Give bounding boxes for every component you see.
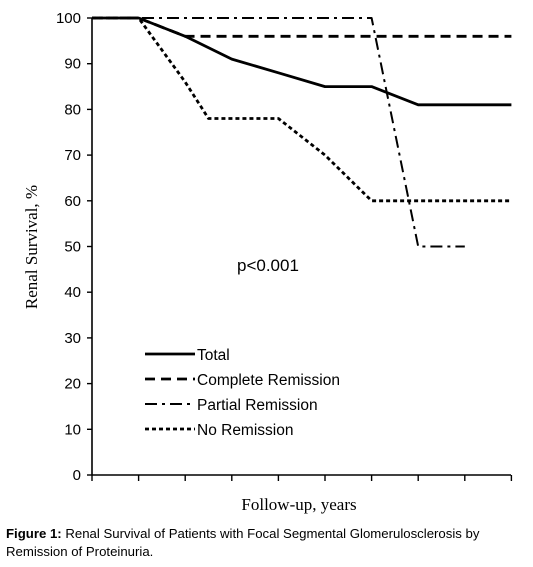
y-tick-label: 80 xyxy=(64,101,81,118)
y-tick-label: 50 xyxy=(64,239,81,256)
renal-survival-chart: 0 10 20 30 40 50 60 70 80 90 100 Renal Survival, %… xyxy=(22,10,513,514)
p-value-annotation: p<0.001 xyxy=(237,256,299,275)
caption-text: Renal Survival of Patients with Focal Se… xyxy=(6,526,480,559)
y-ticks: 0 10 20 30 40 50 60 70 80 90 100 xyxy=(56,10,92,484)
y-axis-label: Renal Survival, % xyxy=(22,185,41,309)
x-ticks xyxy=(91,475,513,481)
y-tick-label: 60 xyxy=(64,193,81,210)
series-line-no-remission xyxy=(92,16,512,203)
legend-label-complete-remission: Complete Remission xyxy=(197,372,340,389)
series-line-total xyxy=(92,16,512,107)
y-tick-label: 40 xyxy=(64,284,81,301)
y-tick-label: 0 xyxy=(73,467,81,484)
series-line-partial-remission xyxy=(92,17,465,248)
figure-caption: Figure 1: Renal Survival of Patients wit… xyxy=(6,525,528,561)
legend: Total Complete Remission Partial Remission… xyxy=(145,347,340,439)
caption-label: Figure 1: xyxy=(6,526,62,541)
y-tick-label: 30 xyxy=(64,330,81,347)
series-line-complete-remission xyxy=(92,16,512,38)
legend-label-total: Total xyxy=(197,347,230,364)
x-axis-label: Follow-up, years xyxy=(241,495,356,514)
legend-label-no-remission: No Remission xyxy=(197,422,293,439)
y-tick-label: 90 xyxy=(64,56,81,73)
series-lines xyxy=(92,16,512,248)
y-tick-label: 100 xyxy=(56,10,81,27)
y-tick-label: 20 xyxy=(64,376,81,393)
y-tick-label: 10 xyxy=(64,421,81,438)
y-tick-label: 70 xyxy=(64,147,81,164)
legend-label-partial-remission: Partial Remission xyxy=(197,397,318,414)
